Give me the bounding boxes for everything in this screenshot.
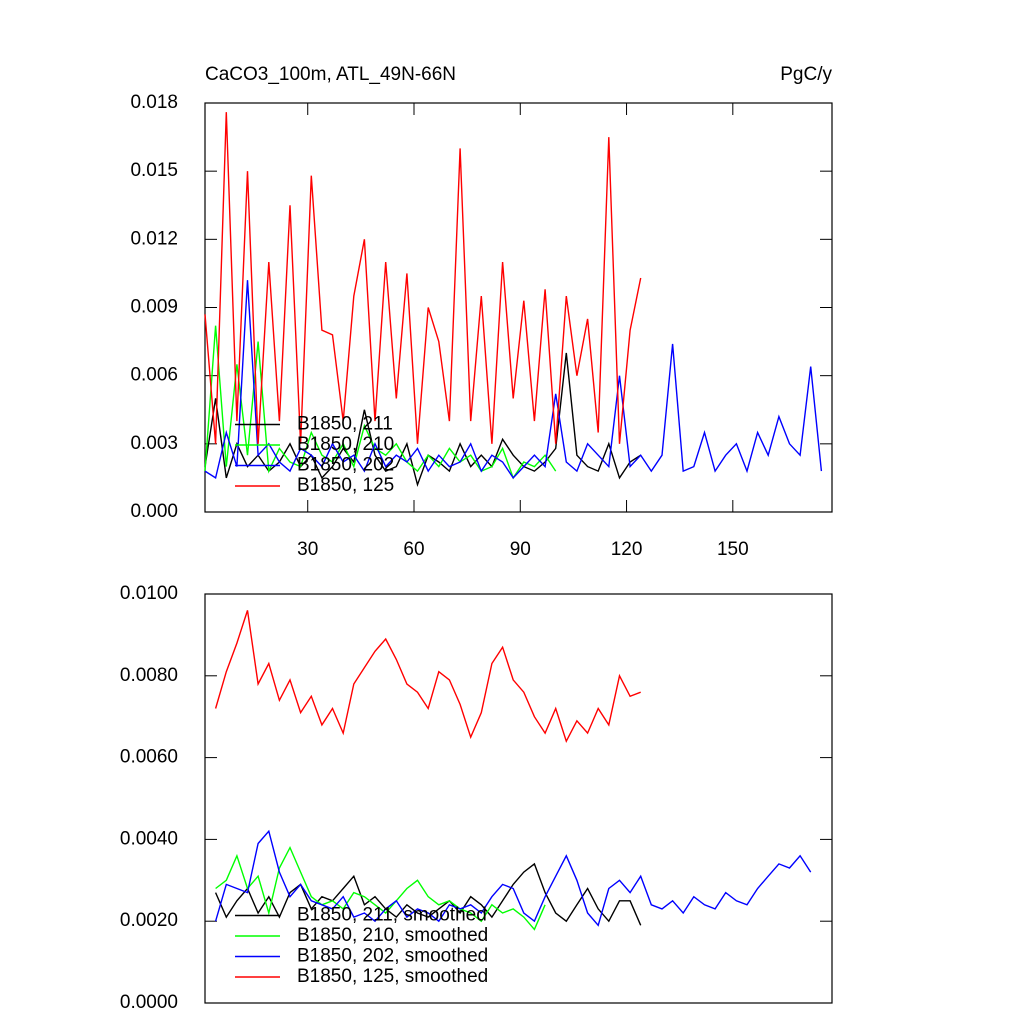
y-tick-label: 0.0020 bbox=[120, 910, 178, 931]
x-tick-label: 120 bbox=[611, 539, 643, 560]
series-line bbox=[214, 862, 642, 926]
series-line bbox=[204, 112, 642, 444]
y-tick-label: 0.0000 bbox=[120, 992, 178, 1013]
x-tick-label: 60 bbox=[403, 539, 424, 560]
legend-label: B1850, 210, smoothed bbox=[297, 925, 488, 946]
y-tick-label: 0.009 bbox=[130, 297, 178, 318]
legend-label: B1850, 202 bbox=[297, 455, 394, 476]
series-line bbox=[214, 610, 641, 744]
y-tick-label: 0.018 bbox=[130, 92, 178, 113]
plot-frame bbox=[204, 593, 833, 1004]
x-tick-label: 90 bbox=[510, 539, 531, 560]
x-tick-label: 150 bbox=[717, 539, 749, 560]
series-line bbox=[215, 845, 546, 931]
legend-label: B1850, 211, smoothed bbox=[297, 905, 487, 926]
series-line bbox=[204, 280, 823, 480]
legend-label: B1850, 202, smoothed bbox=[297, 946, 488, 967]
y-tick-label: 0.0100 bbox=[120, 583, 178, 604]
legend-label: B1850, 211 bbox=[297, 414, 393, 435]
series-line bbox=[214, 829, 812, 927]
chart-title: CaCO3_100m, ATL_49N-66N bbox=[205, 64, 456, 85]
units-label: PgC/y bbox=[780, 64, 832, 85]
y-tick-label: 0.0080 bbox=[120, 665, 178, 686]
y-tick-label: 0.0060 bbox=[120, 747, 178, 768]
y-tick-label: 0.015 bbox=[130, 160, 178, 181]
y-tick-label: 0.003 bbox=[130, 433, 178, 454]
legend-label: B1850, 210 bbox=[297, 434, 394, 455]
legend-label: B1850, 125 bbox=[297, 475, 394, 496]
series-line bbox=[204, 352, 642, 488]
legend-label: B1850, 125, smoothed bbox=[297, 966, 488, 987]
y-tick-label: 0.0040 bbox=[120, 828, 178, 849]
y-tick-label: 0.000 bbox=[130, 501, 178, 522]
y-tick-label: 0.012 bbox=[130, 228, 178, 249]
series-line bbox=[204, 325, 557, 480]
y-tick-label: 0.006 bbox=[130, 365, 178, 386]
x-tick-label: 30 bbox=[297, 539, 318, 560]
